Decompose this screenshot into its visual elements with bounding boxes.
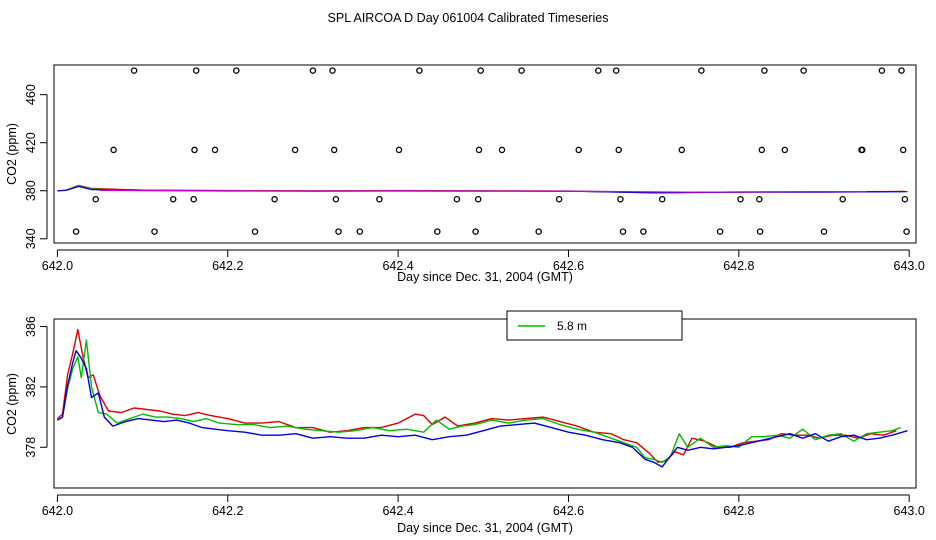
top-data-point (233, 67, 240, 74)
top-data-point (758, 146, 766, 154)
top-data-point (498, 146, 506, 154)
top-data-point (329, 67, 336, 74)
top-data-point (92, 195, 99, 203)
panel-bottom: 642.0 642.2 642.4 642.6 642.8 643.0 378 382 386… (5, 310, 925, 535)
top-data-point (72, 228, 80, 235)
top-data-point (291, 146, 299, 154)
top-x-tick-label: 642.2 (212, 259, 243, 273)
top-data-point (899, 146, 907, 154)
top-data-point (169, 195, 177, 203)
bottom-y-tick-label: 378 (24, 437, 38, 458)
top-data-point (617, 195, 624, 203)
top-data-point (330, 146, 338, 154)
bottom-x-tick-label: 642.2 (212, 504, 243, 518)
bottom-x-tick-label: 642.0 (42, 504, 73, 518)
top-data-point (434, 228, 441, 235)
top-y-tick-label: 380 (24, 180, 38, 201)
top-x-tick-label: 642.4 (382, 259, 413, 273)
bottom-y-tick-label: 382 (24, 376, 38, 397)
top-data-point (475, 146, 483, 154)
top-data-point (335, 228, 342, 235)
bottom-x-tick-label: 642.6 (553, 504, 584, 518)
top-data-point (191, 146, 198, 154)
top-data-point (416, 67, 423, 74)
top-data-point (535, 228, 542, 235)
top-data-point (903, 228, 910, 235)
top-y-tick-label: 340 (24, 228, 38, 249)
top-data-point (640, 228, 647, 235)
bottom-x-tick-label: 642.8 (723, 504, 754, 518)
top-data-point (472, 228, 479, 235)
x-axis-label-top: Day since Dec. 31, 2004 (GMT) (397, 270, 573, 284)
x-axis-label-bottom: Day since Dec. 31, 2004 (GMT) (397, 521, 573, 535)
plot-frame-bottom (53, 318, 917, 489)
top-data-point (309, 67, 317, 74)
top-data-point (615, 146, 622, 154)
top-data-point (761, 67, 768, 74)
top-x-tick-label: 642.0 (42, 259, 73, 273)
top-data-point (716, 228, 724, 235)
bottom-series-green (57, 339, 901, 463)
top-data-point (839, 195, 846, 203)
top-data-point (698, 67, 705, 74)
bottom-y-tick-label: 386 (24, 316, 38, 337)
top-data-point (251, 228, 259, 235)
top-data-point (619, 228, 627, 235)
top-data-point (453, 195, 461, 203)
top-series-magenta (99, 189, 867, 193)
top-y-tick-label: 460 (24, 84, 38, 105)
top-data-point (395, 146, 403, 154)
y-axis-label-bottom: CO2 (ppm) (5, 373, 19, 435)
top-data-point (151, 228, 158, 235)
figure-title: SPL AIRCOA D Day 061004 Calibrated Times… (328, 11, 609, 25)
panel-top: 642.0 642.2 642.4 642.6 642.8 643.0 340 380 420… (5, 64, 925, 284)
top-data-point (477, 67, 484, 74)
top-data-point (110, 146, 117, 154)
top-data-point (356, 228, 364, 235)
top-x-tick-label: 643.0 (894, 259, 925, 273)
top-data-point (878, 67, 886, 74)
top-data-point (678, 146, 686, 154)
bottom-x-tick-label: 643.0 (894, 504, 925, 518)
top-y-tick-label: 420 (24, 132, 38, 153)
top-data-point (820, 228, 828, 235)
top-data-point (555, 195, 563, 203)
top-data-point (192, 67, 200, 74)
top-data-point (474, 195, 482, 203)
top-data-point (211, 146, 219, 154)
top-data-point (781, 146, 789, 154)
top-data-point (332, 195, 340, 203)
plot-frame-top (53, 64, 917, 244)
top-data-point (901, 195, 909, 203)
top-x-tick-label: 642.8 (723, 259, 754, 273)
top-data-point (190, 195, 197, 203)
top-data-point (376, 195, 383, 203)
top-data-point (756, 195, 763, 203)
bottom-series-blue (57, 350, 908, 468)
legend-entry: 5.8 m (557, 319, 587, 333)
top-data-point (271, 195, 278, 203)
legend: 5.8 m (506, 310, 683, 341)
top-data-point (898, 67, 905, 74)
top-data-point (658, 195, 666, 203)
top-x-tick-label: 642.6 (553, 259, 584, 273)
top-data-point (130, 67, 138, 74)
top-data-point (575, 146, 582, 154)
bottom-x-tick-label: 642.4 (382, 504, 413, 518)
top-data-point (756, 228, 764, 235)
top-data-point (595, 67, 602, 74)
y-axis-label-top: CO2 (ppm) (5, 123, 19, 185)
top-data-point (800, 67, 807, 74)
top-data-point (859, 146, 866, 154)
top-data-point (612, 67, 620, 74)
top-data-point (737, 195, 744, 203)
bottom-series-red (56, 328, 897, 463)
top-data-point (518, 67, 525, 74)
